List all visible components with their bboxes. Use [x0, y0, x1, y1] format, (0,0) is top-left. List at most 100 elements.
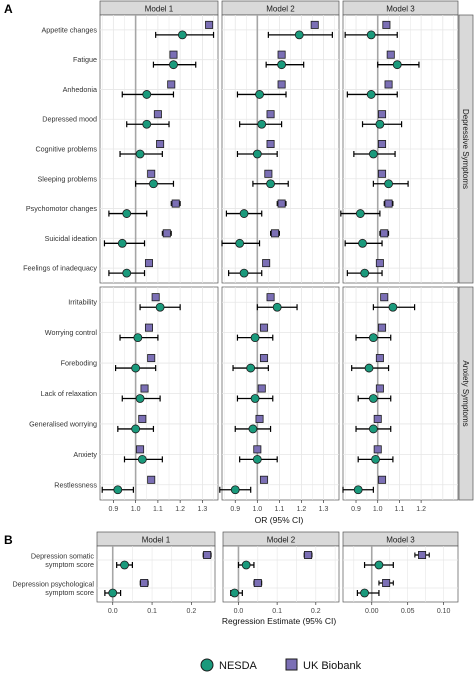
item-label: Depressed mood [42, 115, 97, 124]
facet-title: Model 1 [142, 536, 171, 545]
x-tick-label: 0.0 [234, 608, 244, 615]
item-label: Foreboding [61, 359, 97, 368]
ukb-point [140, 579, 149, 588]
x-tick-label: 1.2 [297, 506, 307, 513]
nesda-point [252, 454, 262, 464]
nesda-point [392, 60, 402, 70]
ukb-point [380, 293, 389, 302]
item-label: Generalised worrying [29, 419, 97, 428]
x-tick-label: 0.05 [401, 608, 415, 615]
ukb-point [304, 551, 313, 560]
facet-title: Model 1 [145, 5, 174, 14]
ukb-point [147, 475, 156, 484]
x-tick-label: 1.1 [275, 506, 285, 513]
x-tick-label: 0.9 [230, 506, 240, 513]
nesda-point [360, 588, 369, 598]
ukb-point [373, 445, 382, 454]
ukb-point [167, 80, 176, 89]
nesda-point [368, 333, 378, 343]
x-axis-title: OR (95% CI) [255, 515, 304, 525]
panel-label-a: A [4, 2, 13, 16]
nesda-point [375, 119, 385, 129]
ukb-point [151, 293, 160, 302]
ukb-point [378, 475, 387, 484]
x-tick-label: 1.2 [416, 506, 426, 513]
ukb-point [384, 80, 393, 89]
x-tick-label: 1.0 [252, 506, 262, 513]
item-label: Irritability [68, 298, 97, 307]
ukb-point [266, 110, 275, 119]
nesda-point [368, 149, 378, 159]
x-tick-label: 0.9 [351, 506, 361, 513]
ukb-point [277, 199, 286, 208]
x-tick-label: 1.3 [319, 506, 329, 513]
legend-ukb-marker [285, 658, 298, 671]
nesda-point [131, 424, 141, 434]
item-label: Cognitive problems [35, 145, 97, 154]
nesda-point [368, 394, 378, 403]
item-label: Depression somatic symptom score [31, 552, 95, 570]
ukb-point [147, 169, 156, 178]
nesda-point [255, 90, 264, 99]
item-label: Worrying control [45, 328, 98, 337]
x-tick-label: 1.1 [395, 506, 405, 513]
ukb-point [266, 293, 275, 302]
nesda-point [108, 588, 118, 598]
x-tick-label: 0.1 [147, 608, 157, 615]
ukb-point [378, 169, 387, 178]
nesda-point [239, 268, 249, 278]
nesda-point [388, 302, 398, 312]
nesda-point [355, 209, 365, 218]
x-tick-label: 0.1 [272, 608, 282, 615]
ukb-point [169, 50, 178, 59]
ukb-point [264, 169, 273, 178]
x-tick-label: 1.1 [153, 506, 163, 513]
ukb-point [153, 110, 162, 119]
item-label: Appetite changes [41, 25, 97, 34]
ukb-point [378, 139, 387, 148]
ukb-point [382, 20, 391, 29]
x-tick-label: 0.10 [437, 608, 451, 615]
ukb-point [277, 50, 286, 59]
ukb-point [262, 259, 271, 268]
nesda-point [120, 560, 129, 570]
nesda-point [277, 60, 287, 70]
ukb-point [386, 50, 395, 59]
ukb-point [140, 384, 149, 393]
ukb-point [205, 20, 214, 29]
x-tick-label: 1.0 [373, 506, 383, 513]
nesda-point [360, 268, 370, 278]
nesda-point [241, 560, 251, 570]
nesda-point [155, 302, 165, 312]
ukb-point [382, 579, 391, 588]
nesda-point [133, 333, 143, 343]
ukb-point [156, 139, 165, 148]
group-strip [458, 14, 474, 284]
x-tick-label: 1.0 [131, 506, 141, 513]
ukb-point [257, 384, 266, 393]
nesda-point [131, 363, 141, 373]
facet-title: Model 2 [267, 536, 296, 545]
ukb-point [270, 229, 279, 238]
nesda-point [368, 424, 378, 434]
nesda-point [366, 90, 376, 99]
item-label: Depression psychological symptom score [12, 580, 94, 598]
facet-panel [342, 545, 459, 603]
nesda-point [366, 30, 376, 40]
x-axis-title: Regression Estimate (95% CI) [222, 616, 336, 626]
ukb-point [373, 414, 382, 423]
nesda-point [113, 485, 123, 495]
ukb-point [375, 259, 384, 268]
ukb-point [384, 199, 393, 208]
ukb-point [138, 414, 147, 423]
ukb-point [266, 139, 275, 148]
item-label: Fatigue [73, 55, 97, 64]
ukb-point [144, 323, 153, 332]
nesda-point [252, 149, 262, 159]
ukb-point [259, 475, 268, 484]
ukb-point [203, 551, 212, 560]
nesda-point [117, 238, 127, 248]
item-label: Anhedonia [63, 85, 97, 94]
x-tick-label: 0.2 [187, 608, 197, 615]
nesda-point [142, 90, 152, 99]
